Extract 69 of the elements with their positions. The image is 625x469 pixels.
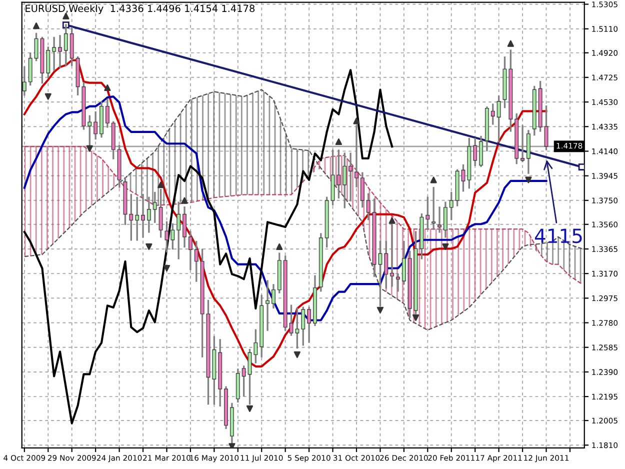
point — [146, 243, 152, 250]
point — [525, 176, 532, 184]
candlestick — [176, 202, 181, 260]
candlestick — [58, 34, 62, 68]
candlestick — [170, 223, 175, 250]
point — [104, 84, 111, 92]
annotation: 4115 — [534, 228, 582, 244]
candlestick — [188, 231, 192, 270]
candlestick — [438, 206, 442, 233]
point — [276, 243, 283, 250]
candlestick — [194, 240, 198, 282]
candlestick — [242, 366, 246, 397]
point — [376, 306, 384, 314]
candlestick — [490, 104, 495, 125]
point — [32, 22, 40, 30]
candlestick — [129, 194, 134, 241]
candlestick — [348, 152, 353, 202]
candlestick — [105, 98, 110, 128]
point — [578, 163, 584, 170]
candlestick — [182, 206, 187, 248]
point — [507, 40, 514, 47]
candlestick — [158, 188, 163, 238]
point — [163, 264, 170, 272]
candlestick — [94, 111, 98, 140]
candlestick — [307, 306, 312, 343]
point — [388, 217, 396, 224]
candlestick — [22, 66, 26, 96]
candlestick — [449, 192, 454, 220]
point — [86, 145, 93, 152]
point — [335, 138, 342, 146]
point — [246, 405, 254, 412]
point — [430, 176, 437, 184]
candlestick — [390, 224, 394, 287]
candlestick — [426, 196, 430, 230]
point — [294, 351, 300, 358]
point — [181, 197, 188, 204]
candlestick — [443, 202, 448, 238]
candlestick — [360, 172, 364, 208]
candlestick — [301, 306, 306, 346]
candlestick — [295, 308, 300, 349]
candlestick — [342, 152, 347, 208]
candlestick — [254, 329, 258, 364]
point — [228, 443, 236, 448]
candlestick — [496, 96, 501, 142]
candlestick — [46, 46, 50, 78]
candlestick — [266, 280, 270, 331]
candlestick — [396, 273, 400, 292]
point — [158, 182, 164, 188]
chart-title: EURUSD,Weekly 1.4336 1.4496 1.4154 1.4178 — [26, 4, 255, 14]
point — [412, 314, 420, 322]
candlestick — [28, 52, 32, 86]
candlestick — [432, 186, 436, 230]
point — [353, 118, 360, 124]
candlestick — [141, 194, 145, 238]
candlestick — [544, 105, 548, 150]
candlestick — [146, 196, 151, 233]
candlestick — [152, 192, 157, 223]
candlestick — [366, 193, 370, 220]
candlestick — [402, 240, 406, 285]
point — [442, 243, 449, 250]
candlestick — [135, 196, 140, 241]
candlestick — [479, 136, 484, 168]
candlestick — [354, 125, 358, 188]
point — [44, 93, 52, 100]
candlestick — [52, 36, 56, 71]
candlestick — [520, 125, 525, 162]
candlestick — [384, 240, 388, 289]
candlestick — [473, 138, 478, 166]
candlestick — [271, 284, 276, 308]
